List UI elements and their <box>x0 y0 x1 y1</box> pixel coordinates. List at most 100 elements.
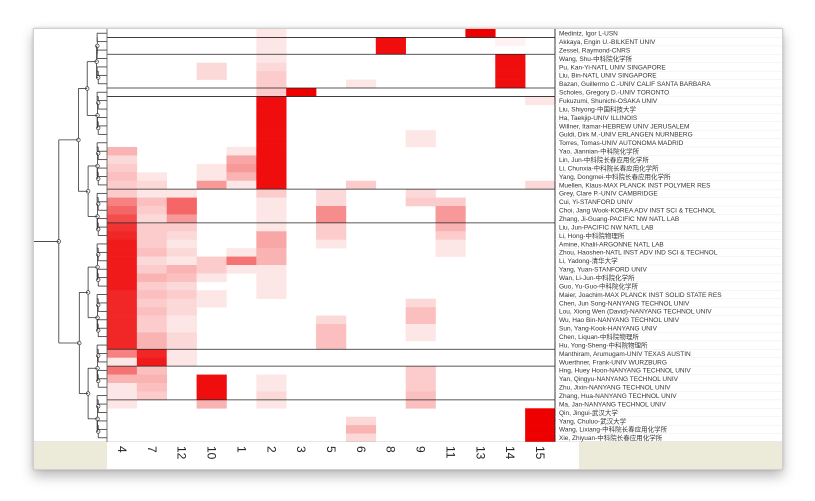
heatmap-cell <box>196 290 227 300</box>
heatmap-cell <box>107 349 138 359</box>
heatmap-cell <box>256 197 287 207</box>
row-label: Wang, Shu-中科院化学所 <box>559 54 633 63</box>
heatmap-cell <box>256 265 287 274</box>
heatmap-cell <box>256 130 287 139</box>
heatmap-cell <box>166 315 197 325</box>
heatmap-cell <box>107 197 138 207</box>
heatmap-cell <box>107 256 138 266</box>
heatmap-cell <box>107 214 138 224</box>
heatmap-cell <box>435 214 466 224</box>
heatmap-cell <box>316 239 347 249</box>
row-label: Willner, Itamar-HEBREW UNIV JERUSALEM <box>559 123 689 130</box>
heatmap-cell <box>166 281 197 291</box>
heatmap-cell <box>256 54 287 64</box>
heatmap-cell <box>136 290 168 300</box>
heatmap-cell <box>166 265 197 274</box>
row-label: Li, Hong-中科院物理所 <box>559 231 625 240</box>
heatmap-cell <box>405 130 436 139</box>
heatmap-cell <box>316 189 347 198</box>
row-label: Lin, Jun-中科院长春应用化学所 <box>559 155 649 164</box>
heatmap-cell <box>107 147 138 156</box>
heatmap-cell <box>256 281 287 291</box>
row-label: Bazan, Guillermo C.-UNIV CALIF SANTA BAR… <box>559 81 711 88</box>
heatmap-cell <box>256 172 287 182</box>
row-label: Qin, Jingui-武汉大学 <box>559 408 618 417</box>
heatmap-cell <box>107 290 138 300</box>
heatmap-cell <box>256 374 287 384</box>
column-label: 9 <box>414 446 428 453</box>
heatmap-cell <box>405 138 436 148</box>
row-label: Hng, Huey Hoon-NANYANG TECHNOL UNIV <box>559 368 691 375</box>
heatmap-cell <box>435 231 466 241</box>
heatmap-cell <box>107 391 138 401</box>
row-label: Zhou, Haoshen-NATL INST ADV IND SCI & TE… <box>559 250 718 257</box>
heatmap-cell <box>166 189 197 198</box>
row-label: Ha, Taekjip-UNIV ILLINOIS <box>559 115 638 122</box>
cluster-separators <box>34 29 782 443</box>
dendrogram-node <box>95 43 100 49</box>
row-label: Wuerthner, Frank-UNIV WURZBURG <box>559 359 667 366</box>
heatmap-cell <box>196 298 227 308</box>
heatmap-cell <box>495 37 526 47</box>
heatmap-cell <box>166 349 197 359</box>
heatmap-cell <box>256 214 287 224</box>
heatmap-cell <box>316 222 347 232</box>
heatmap-cell <box>166 307 197 316</box>
heatmap-cell <box>166 239 197 249</box>
heatmap-cell <box>136 383 168 392</box>
heatmap-cell <box>256 391 287 401</box>
heatmap-cell <box>316 214 347 224</box>
heatmap-cell <box>166 206 197 215</box>
row-label: Chen, Liquan-中科院物理所 <box>559 332 639 341</box>
heatmap-cell <box>405 383 436 392</box>
heatmap-cell <box>136 349 168 359</box>
row-label: Yang, Chuluo-武汉大学 <box>559 416 627 425</box>
heatmap-cell <box>316 324 347 333</box>
heatmap-cell <box>107 155 138 165</box>
row-label: Xie, Zhiyuan-中科院长春应用化学所 <box>559 433 663 442</box>
heatmap-cell <box>256 37 287 47</box>
heatmap-cell <box>107 298 138 308</box>
row-label: Zhang, Ji-Guang-PACIFIC NW NATL LAB <box>559 216 679 223</box>
heatmap-cell <box>226 265 257 274</box>
heatmap-cell <box>256 155 287 165</box>
heatmap-cell <box>136 222 168 232</box>
heatmap-cell <box>136 391 168 401</box>
heatmap-cell <box>525 96 556 106</box>
row-label: Yan, Qingyu-NANYANG TECHNOL UNIV <box>559 376 679 383</box>
column-label: 5 <box>324 446 338 453</box>
heatmap-cell <box>256 163 287 173</box>
heatmap-cell <box>136 189 168 198</box>
heatmap-cell <box>256 248 287 257</box>
row-label: Akkaya, Engin U.-BILKENT UNIV <box>559 39 656 46</box>
column-label: 7 <box>145 446 159 453</box>
heatmap-cell <box>345 425 377 434</box>
column-labels: 4 7 12 10 1 2 3 5 6 8 9 11 13 14 15 <box>115 446 547 460</box>
heatmap-cell <box>166 222 197 232</box>
heatmap-cell <box>256 113 287 123</box>
heatmap-cell <box>166 214 197 224</box>
column-label: 8 <box>384 446 398 453</box>
row-label: Zhang, Hua-NANYANG TECHNOL UNIV <box>559 393 677 400</box>
heatmap-cell <box>136 374 168 384</box>
heatmap-cell <box>405 315 436 325</box>
row-label: Fukuzumi, Shunichi-OSAKA UNIV <box>559 98 658 105</box>
heatmap-cell <box>256 383 287 392</box>
heatmap-cell <box>136 248 168 257</box>
row-label: Scholes, Gregory D.-UNIV TORONTO <box>559 90 669 97</box>
row-label: Zhu, Jixin-NANYANG TECHNOL UNIV <box>559 385 671 392</box>
heatmap-cell <box>196 265 227 274</box>
heatmap-cell <box>495 62 526 72</box>
heatmap-cell <box>345 180 377 190</box>
heatmap-cell <box>166 231 197 241</box>
heatmap-cell <box>525 180 556 190</box>
heatmap-cell <box>136 206 168 215</box>
heatmap-cell <box>256 79 287 89</box>
heatmap-cell <box>136 340 168 350</box>
heatmap-cell <box>136 366 168 375</box>
heatmap-cell <box>136 324 168 333</box>
column-label: 1 <box>234 446 248 453</box>
heatmap-cell <box>405 332 436 342</box>
heatmap-cell <box>107 172 138 182</box>
heatmap-cell <box>256 96 287 106</box>
